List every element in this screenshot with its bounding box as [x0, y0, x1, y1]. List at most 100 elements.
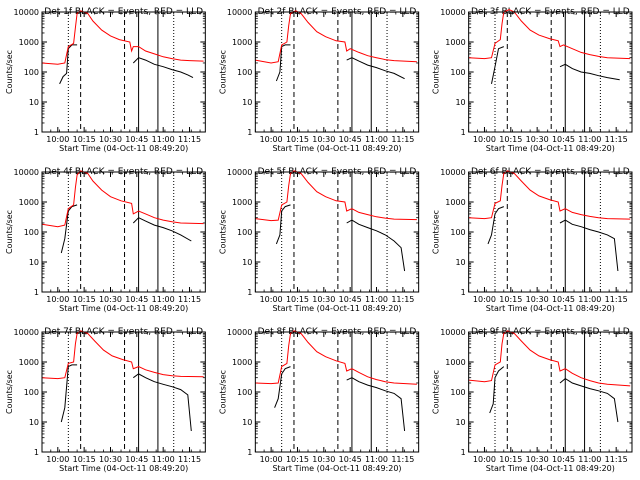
plot-frame [254, 11, 420, 133]
y-tick-label: 1 [34, 448, 39, 457]
x-tick-label: 10:30 [99, 135, 122, 144]
x-tick-label: 11:00 [152, 135, 175, 144]
x-axis-label: Start Time (04-Oct-11 08:49:20) [272, 304, 401, 313]
y-tick-label: 100 [237, 68, 252, 77]
x-tick-label: 11:00 [578, 295, 601, 304]
x-tick-label: 10:00 [473, 295, 496, 304]
x-tick-label: 10:00 [473, 135, 496, 144]
x-tick-label: 10:45 [339, 295, 362, 304]
y-tick-label: 1 [461, 128, 466, 137]
y-tick-label: 10 [242, 98, 252, 107]
plot-frame [468, 171, 633, 293]
y-axis-label: Counts/sec [218, 370, 227, 414]
plot-frame [41, 11, 206, 133]
panel-det-3: Det 3f BLACK = Events, RED = LLD11010010… [432, 7, 633, 153]
x-tick-label: 11:15 [391, 295, 414, 304]
y-tick-label: 100 [237, 228, 252, 237]
y-tick-label: 10000 [440, 328, 465, 337]
panel-det-8: Det 8f BLACK = Events, RED = LLD11010010… [218, 327, 420, 473]
series-red-lld [255, 170, 417, 222]
x-tick-label: 10:30 [99, 295, 122, 304]
x-axis-label: Start Time (04-Oct-11 08:49:20) [272, 144, 401, 153]
x-tick-label: 10:00 [46, 135, 69, 144]
x-tick-label: 10:15 [286, 455, 309, 464]
x-tick-label: 10:15 [499, 295, 522, 304]
series-black-events [275, 204, 406, 272]
x-tick-label: 11:00 [365, 455, 388, 464]
x-tick-label: 11:15 [178, 135, 201, 144]
x-tick-label: 10:00 [260, 295, 283, 304]
y-tick-label: 1 [34, 128, 39, 137]
y-tick-label: 1000 [19, 198, 39, 207]
x-axis-label: Start Time (04-Oct-11 08:49:20) [486, 144, 615, 153]
x-tick-label: 10:45 [552, 135, 575, 144]
x-tick-label: 10:45 [125, 135, 148, 144]
y-axis-label: Counts/sec [218, 210, 227, 254]
y-tick-label: 10 [455, 258, 465, 267]
panel-det-1: Det 1f BLACK = Events, RED = LLD11010010… [5, 7, 206, 153]
y-tick-label: 100 [24, 388, 39, 397]
series-black-events [275, 44, 405, 82]
series-red-lld [468, 330, 631, 387]
y-tick-label: 10 [242, 418, 252, 427]
panel-det-6: Det 6f BLACK = Events, RED = LLD11010010… [432, 167, 633, 313]
series-black-events [274, 366, 406, 432]
y-axis-label: Counts/sec [5, 210, 14, 254]
series-red-lld [42, 170, 204, 228]
x-tick-label: 10:30 [312, 135, 335, 144]
plot-frame [254, 331, 420, 453]
panel-det-7: Det 7f BLACK = Events, RED = LLD11010010… [5, 327, 206, 473]
x-tick-label: 11:00 [152, 295, 175, 304]
panel-det-2: Det 2f BLACK = Events, RED = LLD11010010… [218, 7, 420, 153]
y-tick-label: 1 [34, 288, 39, 297]
y-tick-label: 1 [247, 448, 252, 457]
y-tick-label: 10000 [14, 168, 39, 177]
y-tick-label: 10000 [227, 8, 252, 17]
x-tick-label: 10:15 [286, 135, 309, 144]
y-tick-label: 10 [29, 418, 39, 427]
plot-frame [468, 331, 633, 453]
panel-det-4: Det 4f BLACK = Events, RED = LLD11010010… [5, 167, 206, 313]
y-tick-label: 10000 [440, 168, 465, 177]
y-tick-label: 10000 [14, 328, 39, 337]
y-tick-label: 10000 [227, 328, 252, 337]
series-red-lld [468, 9, 631, 60]
plot-frame [254, 171, 420, 293]
y-tick-label: 10 [29, 98, 39, 107]
y-tick-label: 10000 [227, 168, 252, 177]
y-tick-label: 100 [24, 68, 39, 77]
x-tick-label: 10:00 [46, 295, 69, 304]
series-black-events [491, 46, 620, 84]
x-axis-label: Start Time (04-Oct-11 08:49:20) [272, 464, 401, 473]
panel-det-9: Det 9f BLACK = Events, RED = LLD11010010… [432, 327, 633, 473]
x-axis-label: Start Time (04-Oct-11 08:49:20) [486, 304, 615, 313]
x-tick-label: 10:00 [46, 455, 69, 464]
x-tick-label: 10:00 [260, 455, 283, 464]
x-tick-label: 10:45 [125, 455, 148, 464]
y-tick-label: 10000 [14, 8, 39, 17]
y-tick-label: 100 [450, 228, 465, 237]
y-tick-label: 1 [247, 128, 252, 137]
x-tick-label: 10:15 [73, 455, 96, 464]
series-black-events [59, 44, 194, 85]
x-tick-label: 10:15 [73, 135, 96, 144]
x-tick-label: 10:00 [260, 135, 283, 144]
x-tick-label: 11:00 [152, 455, 175, 464]
plot-frame [41, 331, 206, 453]
y-tick-label: 100 [450, 388, 465, 397]
x-tick-label: 10:15 [499, 135, 522, 144]
y-tick-label: 1 [461, 288, 466, 297]
x-tick-label: 11:00 [578, 135, 601, 144]
y-axis-label: Counts/sec [218, 50, 227, 94]
series-black-events [487, 206, 619, 272]
y-tick-label: 100 [450, 68, 465, 77]
x-tick-label: 11:15 [391, 455, 414, 464]
series-black-events [60, 364, 192, 432]
y-tick-label: 1000 [232, 38, 252, 47]
y-tick-label: 1000 [19, 358, 39, 367]
x-tick-label: 10:00 [473, 455, 496, 464]
y-tick-label: 100 [24, 228, 39, 237]
x-tick-label: 11:15 [605, 135, 628, 144]
y-axis-label: Counts/sec [432, 210, 441, 254]
